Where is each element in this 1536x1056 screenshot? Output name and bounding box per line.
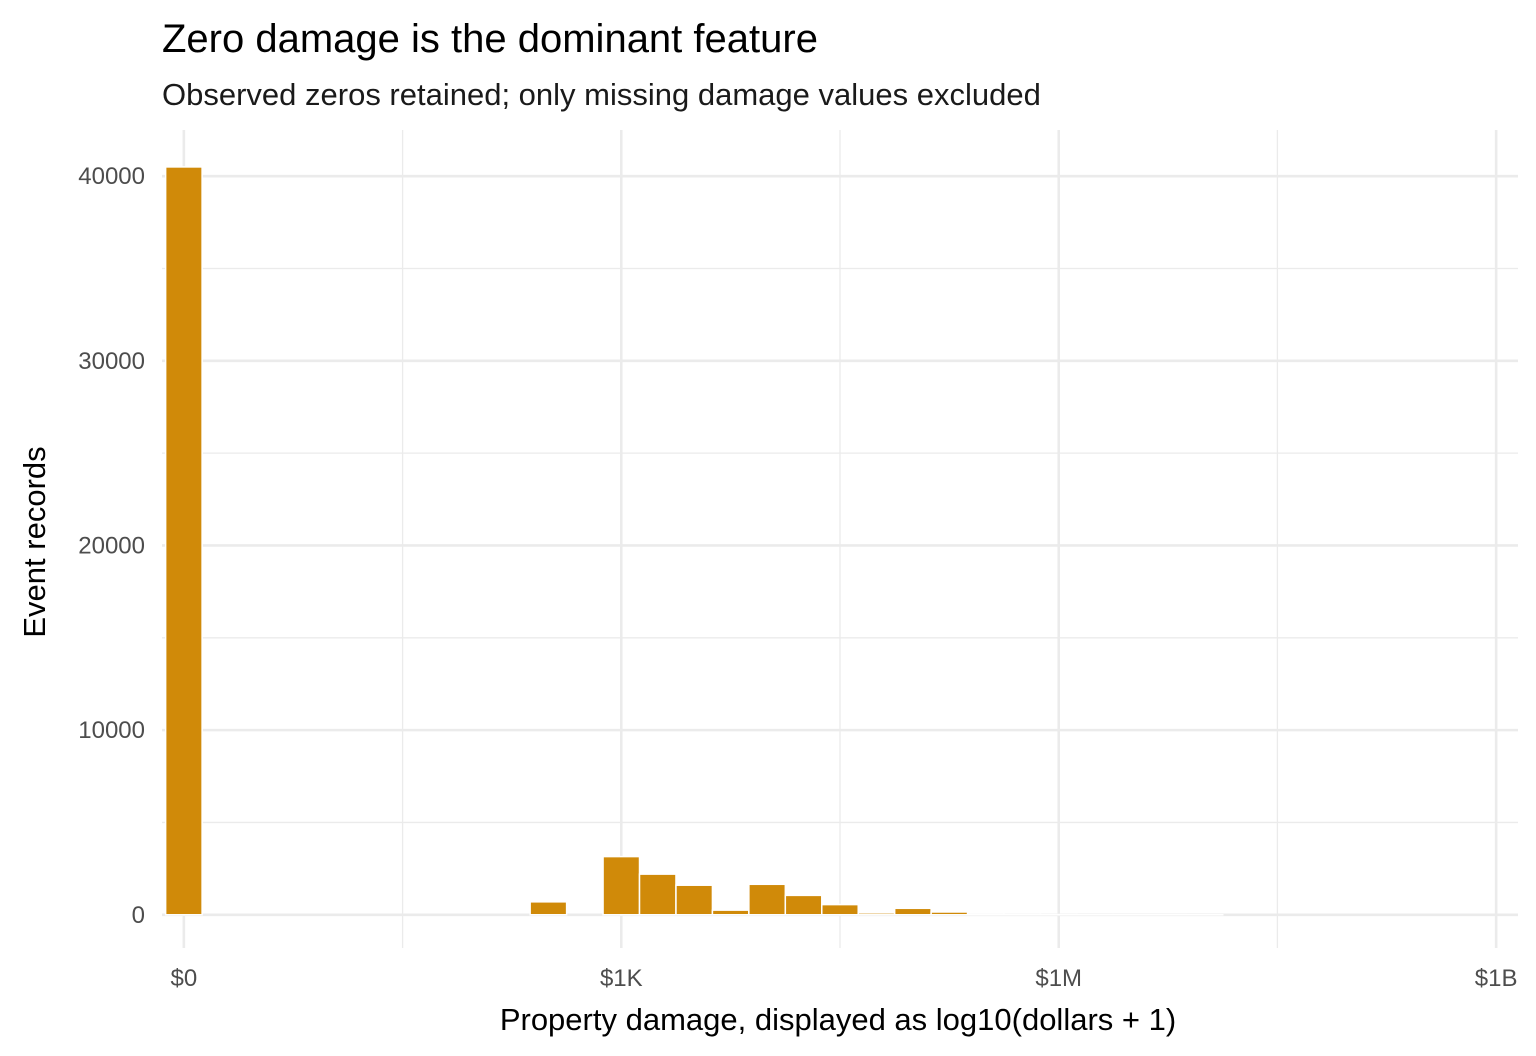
histogram-bar	[638, 873, 677, 916]
y-tick-label: 0	[132, 902, 145, 929]
chart-subtitle: Observed zeros retained; only missing da…	[162, 77, 1041, 112]
histogram-bar	[821, 903, 859, 916]
histogram-bar	[857, 912, 896, 916]
x-axis-title: Property damage, displayed as log10(doll…	[500, 1002, 1176, 1037]
histogram-bar	[893, 907, 932, 916]
histogram-bar	[930, 911, 969, 916]
chart-title: Zero damage is the dominant feature	[162, 17, 818, 61]
histogram-bar	[784, 894, 823, 916]
histogram-bar	[711, 909, 750, 916]
y-tick-label: 10000	[78, 717, 145, 744]
histogram-bar	[164, 166, 203, 916]
y-tick-label: 20000	[78, 532, 145, 559]
x-axis-ticks: $0 $1K $1M $1B	[171, 965, 1518, 992]
y-axis-title: Event records	[17, 446, 52, 637]
histogram-bars	[164, 166, 1224, 916]
x-tick-label: $0	[171, 965, 198, 992]
histogram-bar	[602, 855, 641, 916]
x-tick-label: $1B	[1475, 965, 1518, 992]
y-axis-ticks: 0 10000 20000 30000 40000	[78, 163, 145, 929]
x-tick-label: $1M	[1035, 965, 1082, 992]
x-tick-label: $1K	[600, 965, 643, 992]
y-tick-label: 40000	[78, 163, 145, 190]
histogram-bar	[748, 883, 787, 916]
histogram-bar	[529, 901, 568, 916]
y-tick-label: 30000	[78, 348, 145, 375]
gridlines	[162, 130, 1518, 948]
histogram-bar	[675, 884, 714, 916]
